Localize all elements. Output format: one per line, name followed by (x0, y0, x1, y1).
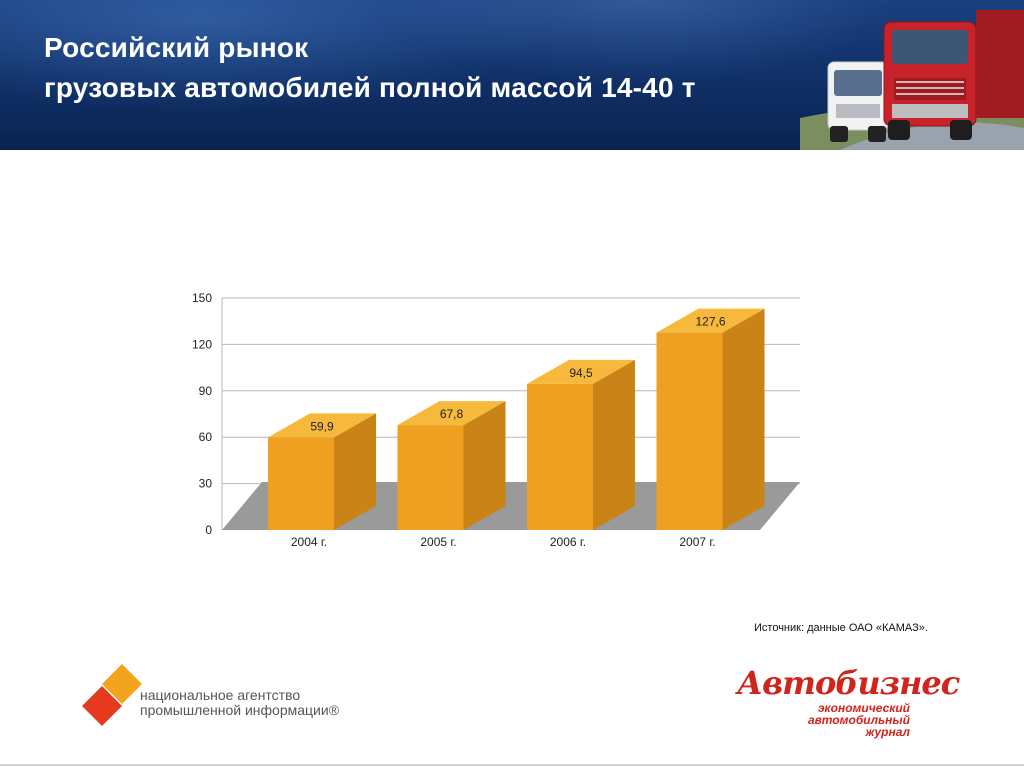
avtobiznes-logo: Автобизнес (737, 664, 960, 702)
bar-value-label: 94,5 (569, 366, 593, 380)
bar-value-label: 127,6 (695, 315, 725, 329)
x-tick-label: 2004 г. (291, 535, 327, 549)
nai-line1: национальное агентство (140, 687, 301, 703)
x-tick-label: 2005 г. (420, 535, 456, 549)
y-axis-ticks: 0 30 60 90 120 150 (192, 291, 212, 537)
bar-front (527, 383, 593, 530)
avtobiznes-sub1: экономический (817, 701, 910, 715)
nai-line2: промышленной информации® (140, 702, 340, 718)
header-banner: Российский рынок грузовых автомобилей по… (0, 0, 1024, 150)
bar-side (334, 413, 376, 530)
trucks-image (800, 10, 1024, 150)
y-tick-label: 150 (192, 291, 212, 305)
nai-logo (82, 664, 340, 726)
y-tick-label: 90 (199, 384, 213, 398)
avtobiznes-subtitle: экономический автомобильный журнал (790, 702, 910, 738)
nai-logo-text: национальное агентство промышленной инфо… (140, 688, 339, 718)
y-tick-label: 30 (199, 477, 213, 491)
bar-front (268, 437, 334, 530)
bar-top (397, 401, 506, 426)
bar-front (656, 332, 723, 530)
bar-side (593, 359, 635, 530)
page-title-line1: Российский рынок (44, 32, 309, 63)
x-tick-label: 2006 г. (550, 535, 586, 549)
y-tick-label: 60 (199, 430, 213, 444)
bar-value-label: 67,8 (440, 407, 464, 421)
y-tick-label: 0 (205, 523, 212, 537)
bar: 127,6 (656, 308, 765, 530)
bar: 67,8 (397, 401, 506, 530)
bar-top (527, 359, 635, 384)
x-axis-ticks: 2004 г. 2005 г. 2006 г. 2007 г. (291, 535, 716, 549)
bar-side (722, 308, 765, 530)
bar-front (397, 425, 464, 530)
bars: 59,9 67,8 94,5 127,6 (268, 308, 765, 530)
bar: 59,9 (268, 413, 376, 530)
bar-value-label: 59,9 (310, 419, 334, 433)
source-note: Источник: данные ОАО «КАМАЗ». (754, 622, 928, 634)
y-tick-label: 120 (192, 337, 212, 351)
avtobiznes-sub3: журнал (865, 725, 910, 739)
x-tick-label: 2007 г. (679, 535, 715, 549)
bar: 94,5 (527, 359, 635, 530)
avtobiznes-sub2: автомобильный (808, 713, 910, 727)
bar-side (463, 401, 506, 530)
bar-top (656, 308, 765, 333)
page-title-line2: грузовых автомобилей полной массой 14-40… (44, 72, 696, 103)
bottom-divider (0, 764, 1024, 766)
bar-top (268, 413, 376, 438)
